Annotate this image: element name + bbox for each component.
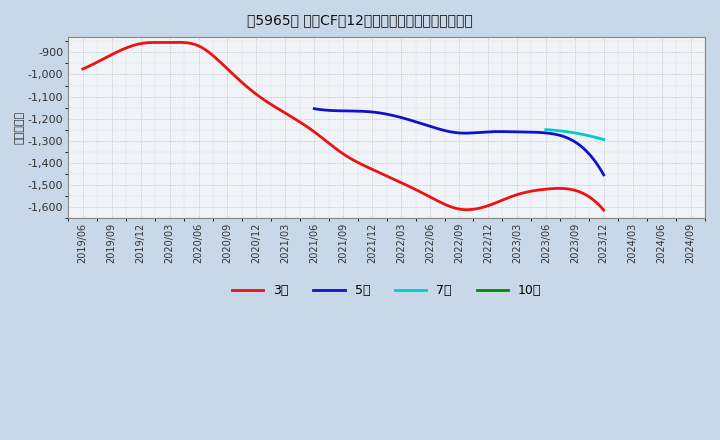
Y-axis label: （百万円）: （百万円） bbox=[15, 111, 25, 144]
Text: ［5965］ 投資CFの12か月移動合計の平均値の推移: ［5965］ 投資CFの12か月移動合計の平均値の推移 bbox=[247, 13, 473, 27]
Legend: 3年, 5年, 7年, 10年: 3年, 5年, 7年, 10年 bbox=[227, 279, 546, 302]
